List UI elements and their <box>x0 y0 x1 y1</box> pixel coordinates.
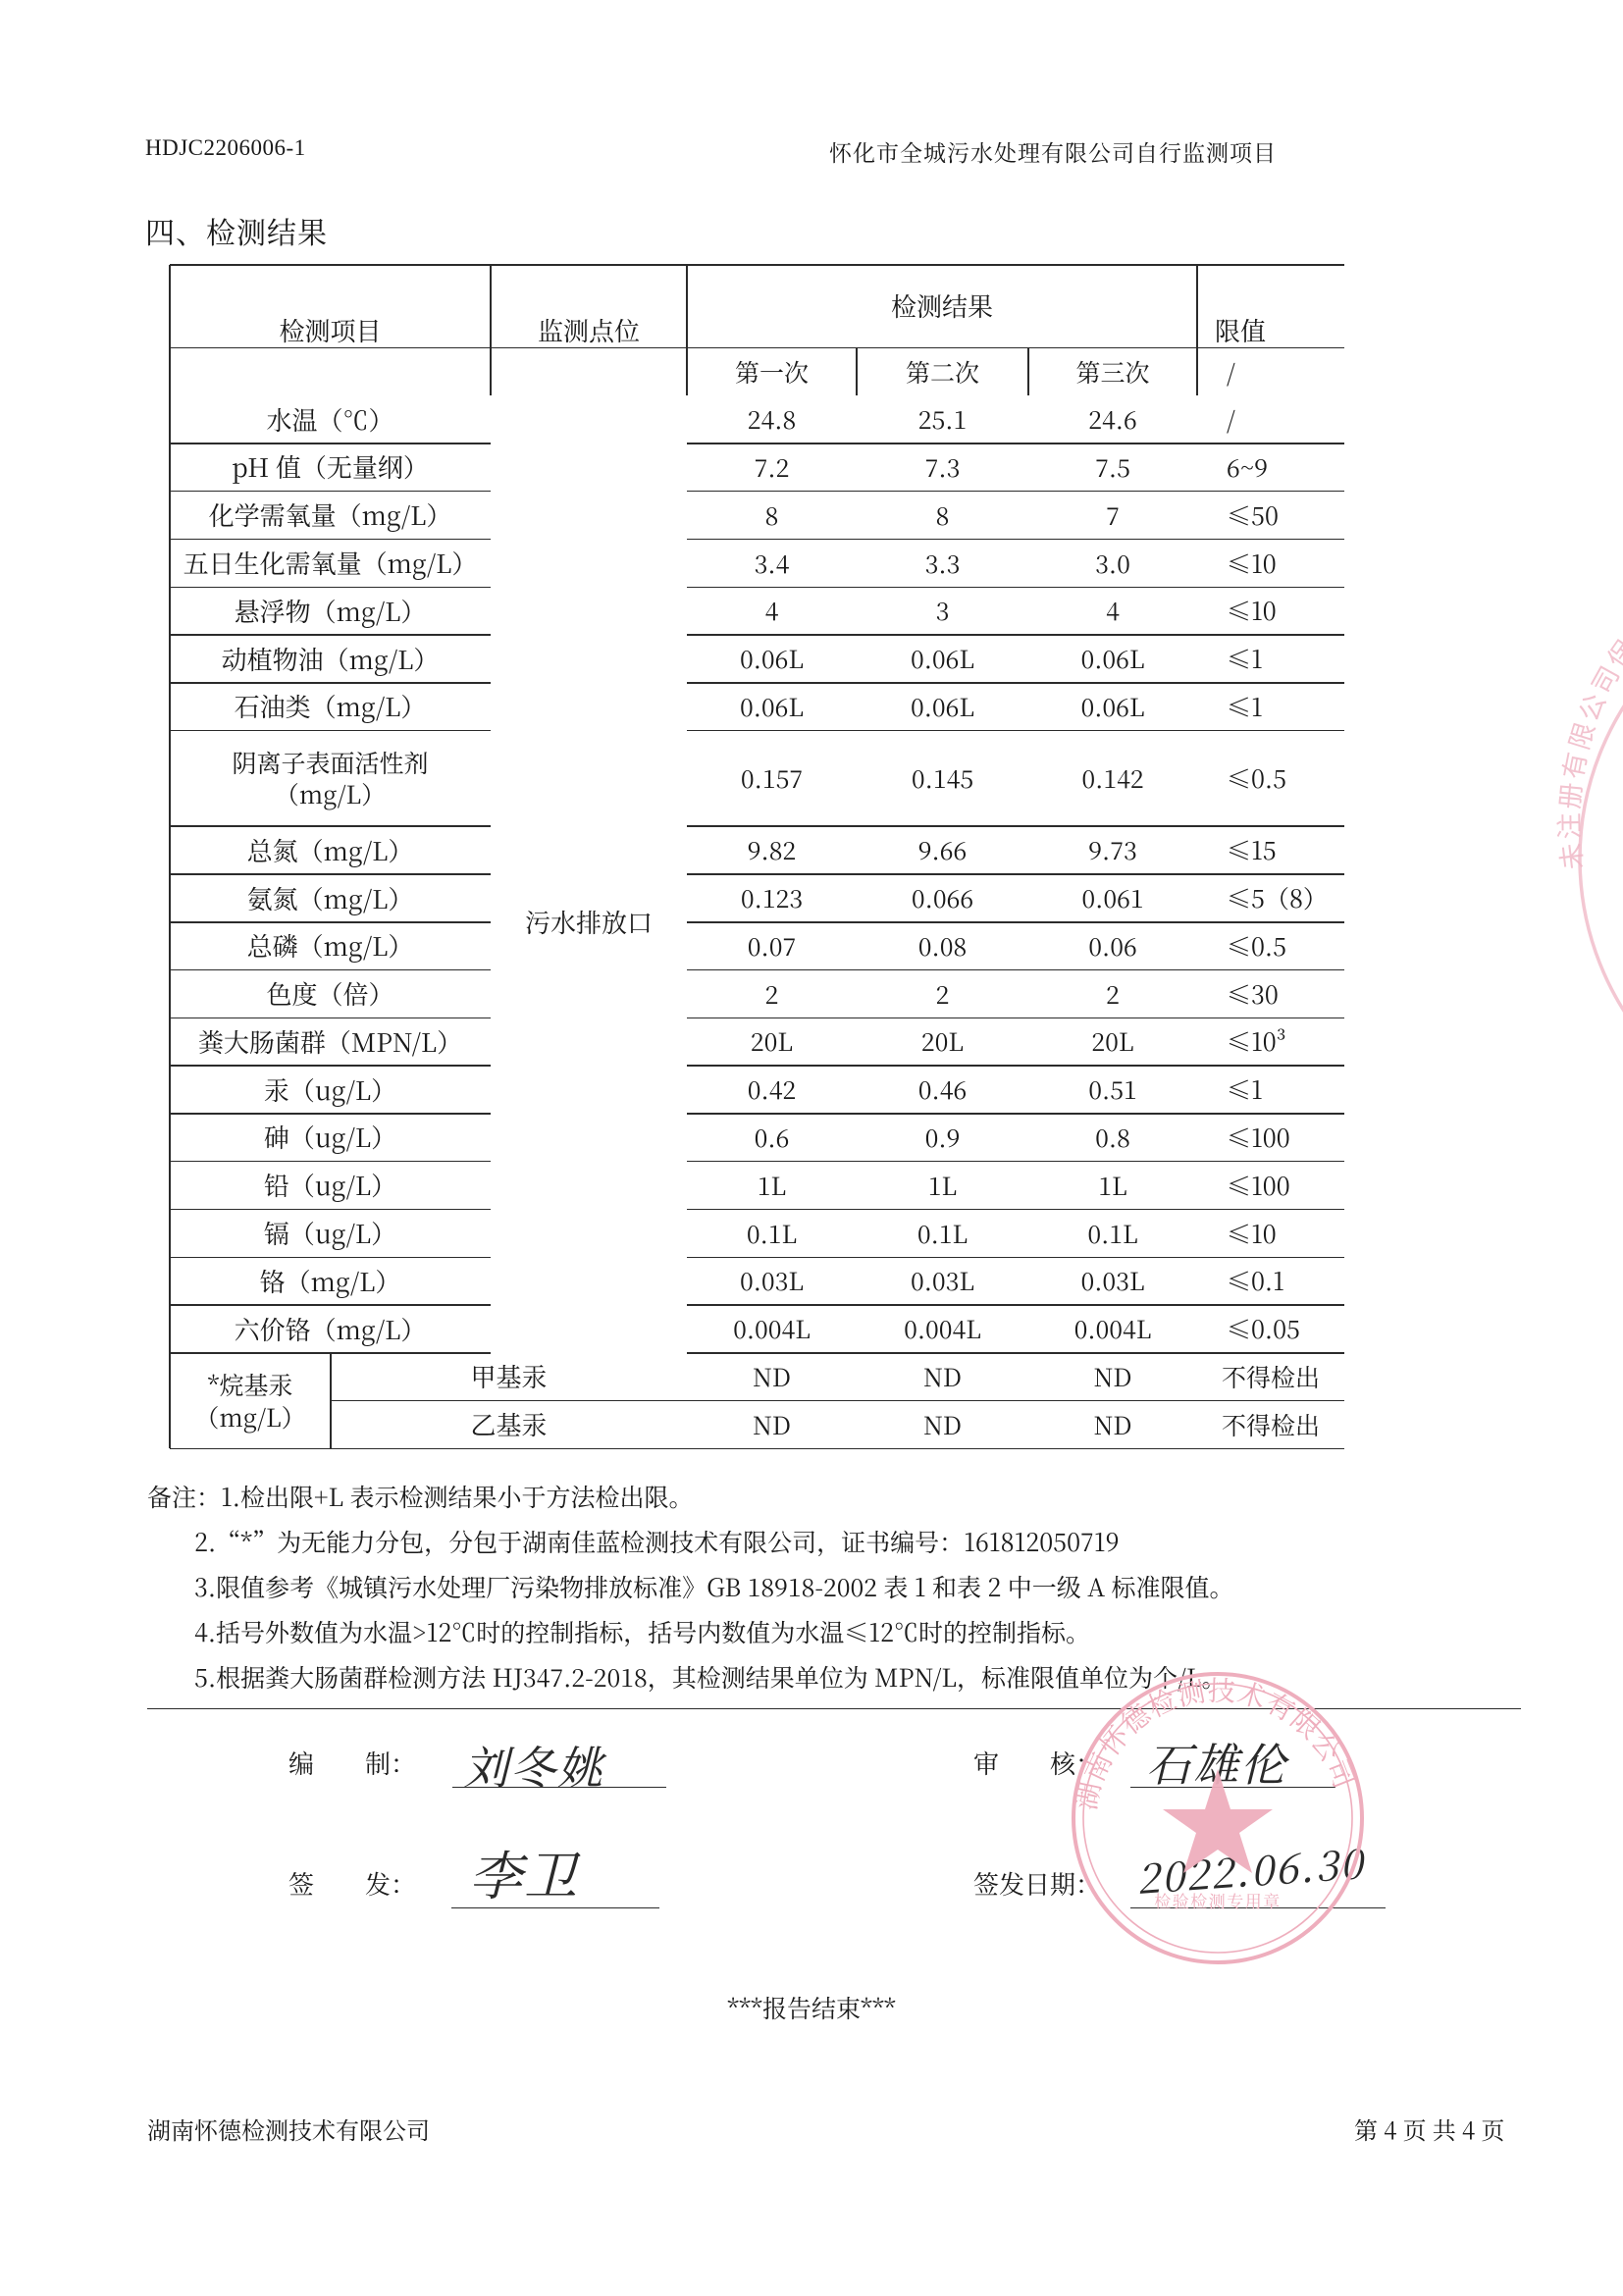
svg-text:未注册有限公司保障: 未注册有限公司保障 <box>1555 608 1623 871</box>
svg-text:检验检测专用章: 检验检测专用章 <box>1154 1888 1282 1912</box>
